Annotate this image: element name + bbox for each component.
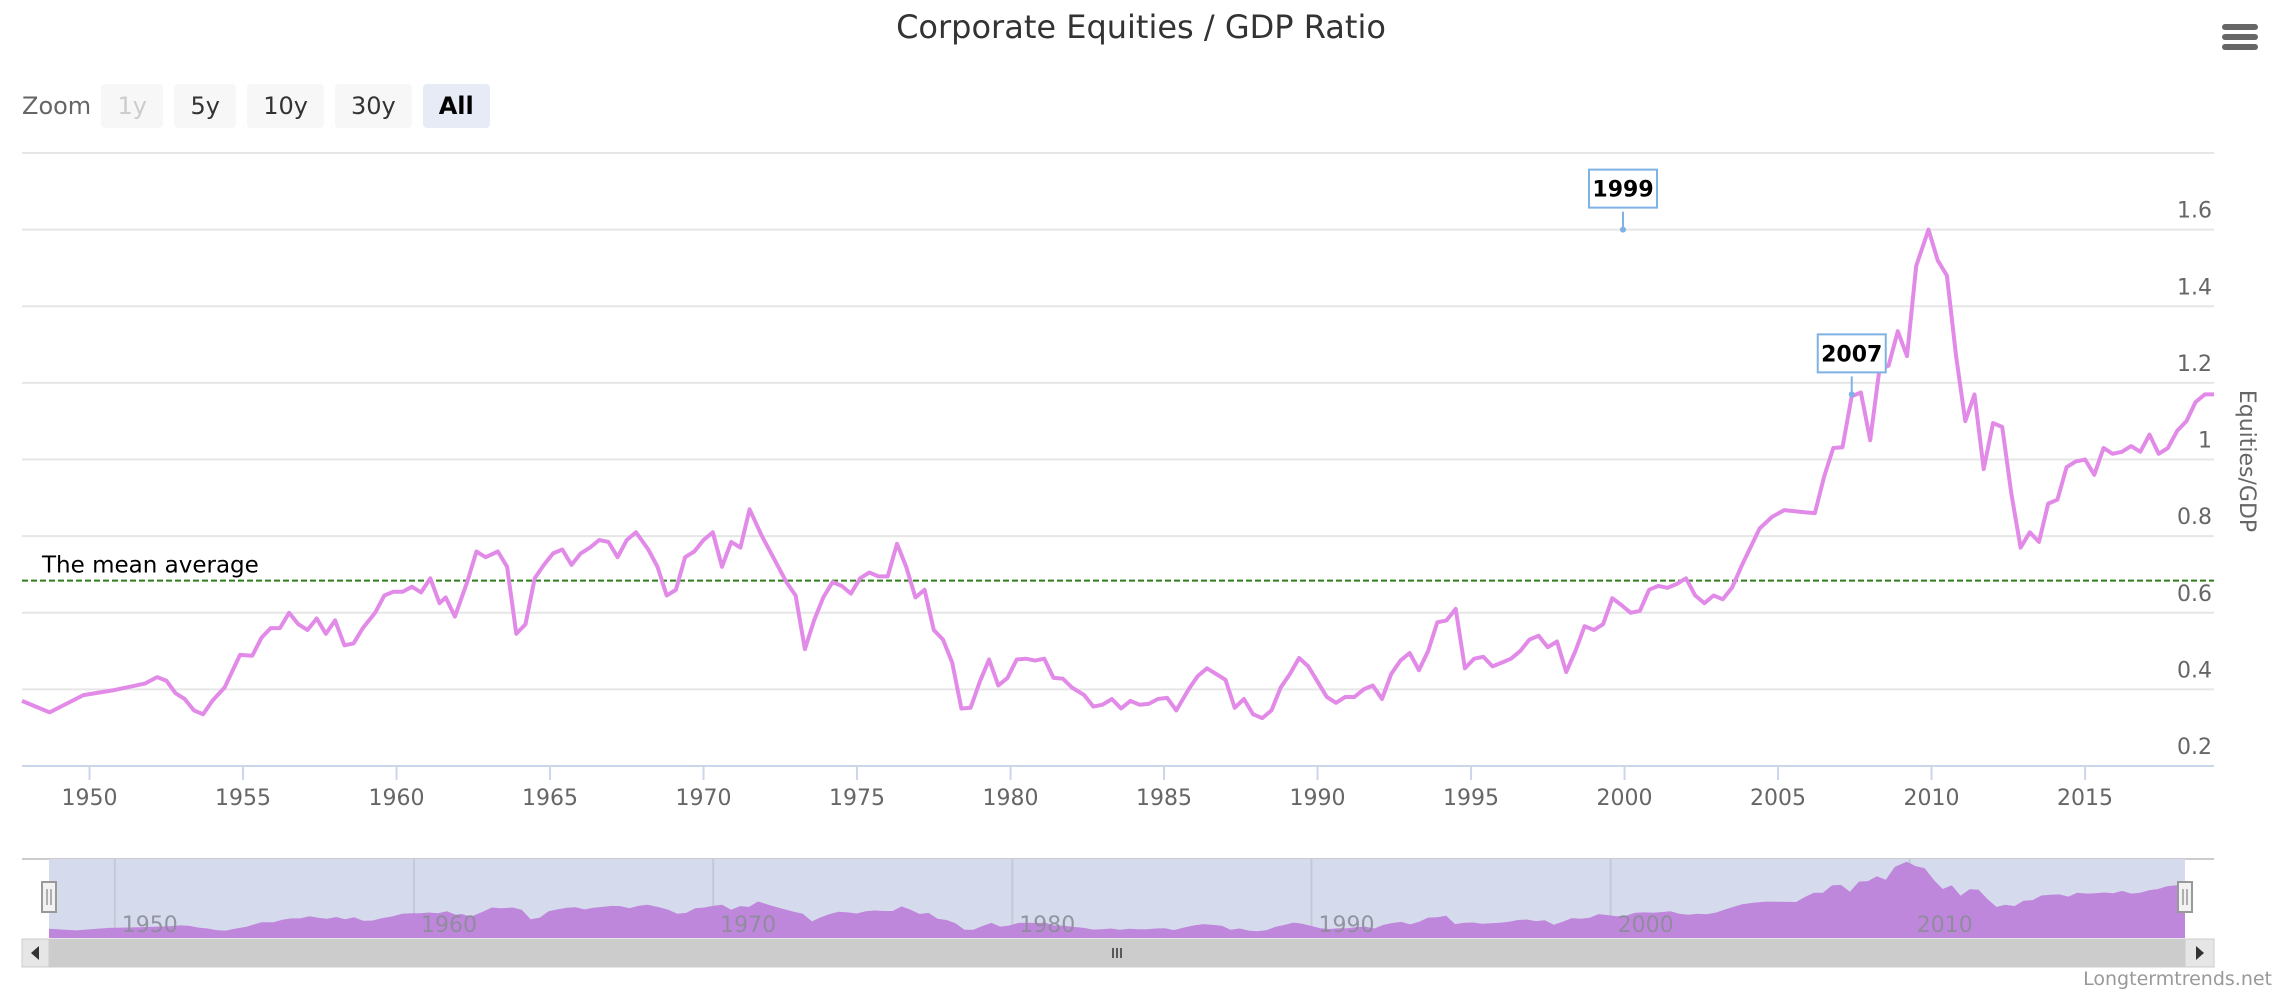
navigator-tick-label: 1950 (122, 913, 178, 938)
navigator-handle-left[interactable] (41, 881, 57, 913)
x-tick-label: 1965 (522, 786, 578, 811)
navigator-handle-right[interactable] (2177, 881, 2193, 913)
zoom-10y-button[interactable]: 10y (247, 84, 324, 128)
y-tick-label: 1.4 (2177, 275, 2212, 300)
flag-box (1816, 333, 1887, 374)
x-tick-label: 1960 (369, 786, 425, 811)
flag-box (1588, 168, 1659, 209)
navigator-tick-label: 1980 (1019, 913, 1075, 938)
flag-point (1620, 226, 1627, 233)
x-tick-label: 1955 (215, 786, 271, 811)
navigator-tick-label: 1990 (1318, 913, 1374, 938)
flag-label: 1999 (1592, 178, 1653, 203)
zoom-5y-button[interactable]: 5y (174, 84, 237, 128)
arrow-right-icon (2196, 946, 2204, 960)
grid-lines (22, 152, 2214, 767)
arrow-left-icon (31, 946, 39, 960)
y-tick-label: 0.4 (2177, 658, 2212, 683)
zoom-1y-button[interactable]: 1y (101, 84, 164, 128)
y-axis-labels: 0.2 0.4 0.6 0.8 1 1.2 1.4 1.6 (2177, 199, 2212, 760)
x-tick-label: 1970 (676, 786, 732, 811)
y-tick-label: 1.6 (2177, 199, 2212, 224)
series-line (21, 227, 2214, 721)
chart-title: Corporate Equities / GDP Ratio (896, 8, 1386, 46)
mean-average-label: The mean average (41, 553, 259, 579)
flag-1999: 1999 (1588, 168, 1659, 233)
scrollbar[interactable] (21, 938, 2215, 968)
navigator: 1950 1960 1970 1980 1990 2000 2010 (21, 858, 2215, 968)
credit-link[interactable]: Longtermtrends.net (2083, 968, 2272, 990)
flag-point (1848, 391, 1855, 398)
navigator-tick-label: 2000 (1618, 913, 1674, 938)
y-tick-label: 1 (2198, 429, 2212, 454)
x-axis-labels: 1950 1955 1960 1965 1970 1975 1980 1985 1990 1995… (62, 766, 2113, 811)
x-tick-label: 2010 (1904, 786, 1960, 811)
hamburger-menu-icon[interactable] (2222, 24, 2258, 54)
x-tick-label: 2015 (2057, 786, 2113, 811)
handle-box (2177, 881, 2193, 913)
x-tick-label: 1995 (1443, 786, 1499, 811)
navigator-tick-label: 2010 (1917, 913, 1973, 938)
scrollbar-right-button (2184, 938, 2215, 968)
y-tick-label: 0.8 (2177, 505, 2212, 530)
zoom-all-button[interactable]: All (422, 84, 490, 128)
flag-label: 2007 (1821, 342, 1882, 367)
handle-box (41, 881, 57, 913)
navigator-tick-label: 1960 (421, 913, 477, 938)
zoom-30y-button[interactable]: 30y (334, 84, 412, 128)
flag-2007: 2007 (1816, 333, 1887, 398)
y-tick-label: 0.2 (2177, 735, 2212, 760)
range-selector: Zoom 1y 5y 10y 30y All (22, 84, 501, 128)
x-tick-label: 1980 (983, 786, 1039, 811)
navigator-tick-label: 1970 (720, 913, 776, 938)
x-tick-label: 1975 (829, 786, 885, 811)
zoom-label: Zoom (22, 92, 92, 120)
x-tick-label: 1990 (1290, 786, 1346, 811)
x-tick-label: 2005 (1750, 786, 1806, 811)
x-tick-label: 2000 (1597, 786, 1653, 811)
y-axis-title: Equities/GDP (2234, 390, 2259, 532)
x-tick-label: 1950 (62, 786, 118, 811)
y-tick-label: 1.2 (2177, 352, 2212, 377)
navigator-area (49, 861, 2185, 938)
x-tick-label: 1985 (1136, 786, 1192, 811)
flags: 1999 2007 (1588, 168, 1887, 398)
y-tick-label: 0.6 (2177, 582, 2212, 607)
